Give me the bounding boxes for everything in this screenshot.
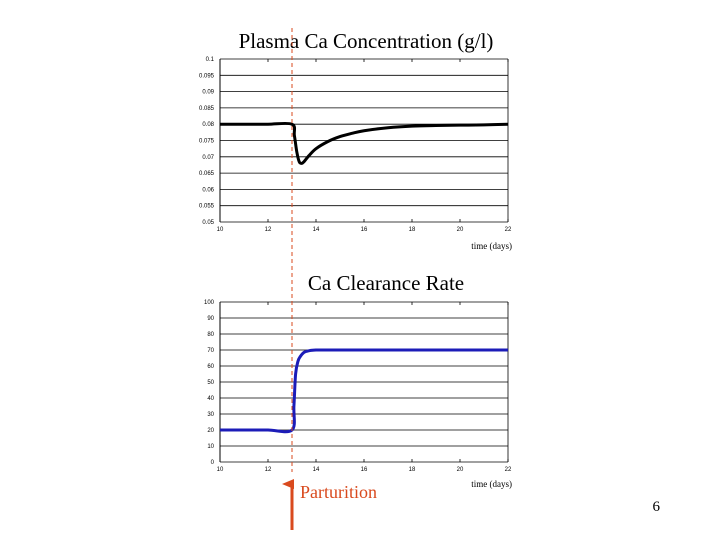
x-tick-label: 14 [313, 467, 320, 473]
plasma-ca-series-line [220, 121, 509, 165]
parturition-label: Parturition [300, 482, 377, 502]
x-tick-label: 20 [457, 467, 464, 473]
x-tick-label: 10 [217, 227, 224, 233]
x-tick-label: 10 [217, 467, 224, 473]
y-tick-label: 0.05 [202, 220, 214, 226]
chart-title: Ca Clearance Rate [308, 271, 464, 295]
y-tick-label: 40 [207, 396, 214, 402]
y-tick-label: 50 [207, 380, 214, 386]
x-tick-label: 16 [361, 227, 368, 233]
x-axis: 10 12 14 16 18 20 22 [217, 302, 512, 473]
x-tick-label: 14 [313, 227, 320, 233]
y-tick-label: 20 [207, 428, 214, 434]
y-tick-label: 0.055 [199, 204, 215, 210]
y-tick-label: 0.085 [199, 106, 215, 112]
y-tick-label: 0.075 [199, 139, 215, 145]
ca-clearance-chart: Ca Clearance Rate 0102030405060708090100… [204, 271, 512, 489]
chart-title: Plasma Ca Concentration (g/l) [239, 29, 494, 53]
y-tick-label: 80 [207, 332, 214, 338]
plot-frame [219, 302, 509, 462]
y-axis: 0.05 0.055 0.06 0.065 0.07 0.075 0.08 0.085 0.09… [199, 57, 215, 226]
y-tick-label: 60 [207, 364, 214, 370]
y-tick-label: 70 [207, 348, 214, 354]
y-tick-label: 0.08 [202, 122, 214, 128]
page-number: 6 [653, 499, 661, 515]
y-tick-label: 0.065 [199, 171, 215, 177]
y-tick-label: 0.1 [206, 57, 215, 63]
plasma-ca-chart: Plasma Ca Concentration (g/l) 0.050.0550… [199, 29, 512, 251]
y-tick-label: 90 [207, 316, 214, 322]
y-tick-label: 100 [204, 300, 215, 306]
ca-clearance-series-line [220, 348, 508, 434]
y-tick-label: 0.07 [202, 155, 214, 161]
x-axis: 10 12 14 16 18 20 22 [217, 59, 512, 233]
grid [220, 58, 508, 223]
x-tick-label: 22 [505, 467, 512, 473]
x-tick-label: 20 [457, 227, 464, 233]
x-axis-label: time (days) [471, 241, 512, 251]
x-tick-label: 18 [409, 227, 416, 233]
y-tick-label: 10 [207, 444, 214, 450]
y-tick-label: 0.095 [199, 73, 215, 79]
y-axis: 0 10 20 30 40 50 60 70 80 90 100 [204, 300, 215, 466]
x-tick-label: 22 [505, 227, 512, 233]
y-tick-label: 0 [211, 460, 215, 466]
grid [220, 301, 508, 463]
y-tick-label: 0.09 [202, 90, 214, 96]
x-tick-label: 16 [361, 467, 368, 473]
plot-frame [219, 59, 509, 222]
y-tick-label: 30 [207, 412, 214, 418]
x-axis-label: time (days) [471, 479, 512, 489]
x-tick-label: 12 [265, 467, 272, 473]
x-tick-label: 12 [265, 227, 272, 233]
y-tick-label: 0.06 [202, 187, 214, 193]
x-tick-label: 18 [409, 467, 416, 473]
